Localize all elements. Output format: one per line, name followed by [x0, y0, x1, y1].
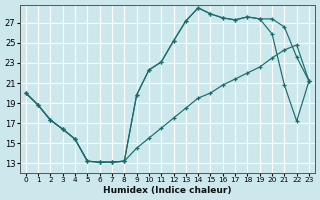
X-axis label: Humidex (Indice chaleur): Humidex (Indice chaleur): [103, 186, 232, 195]
